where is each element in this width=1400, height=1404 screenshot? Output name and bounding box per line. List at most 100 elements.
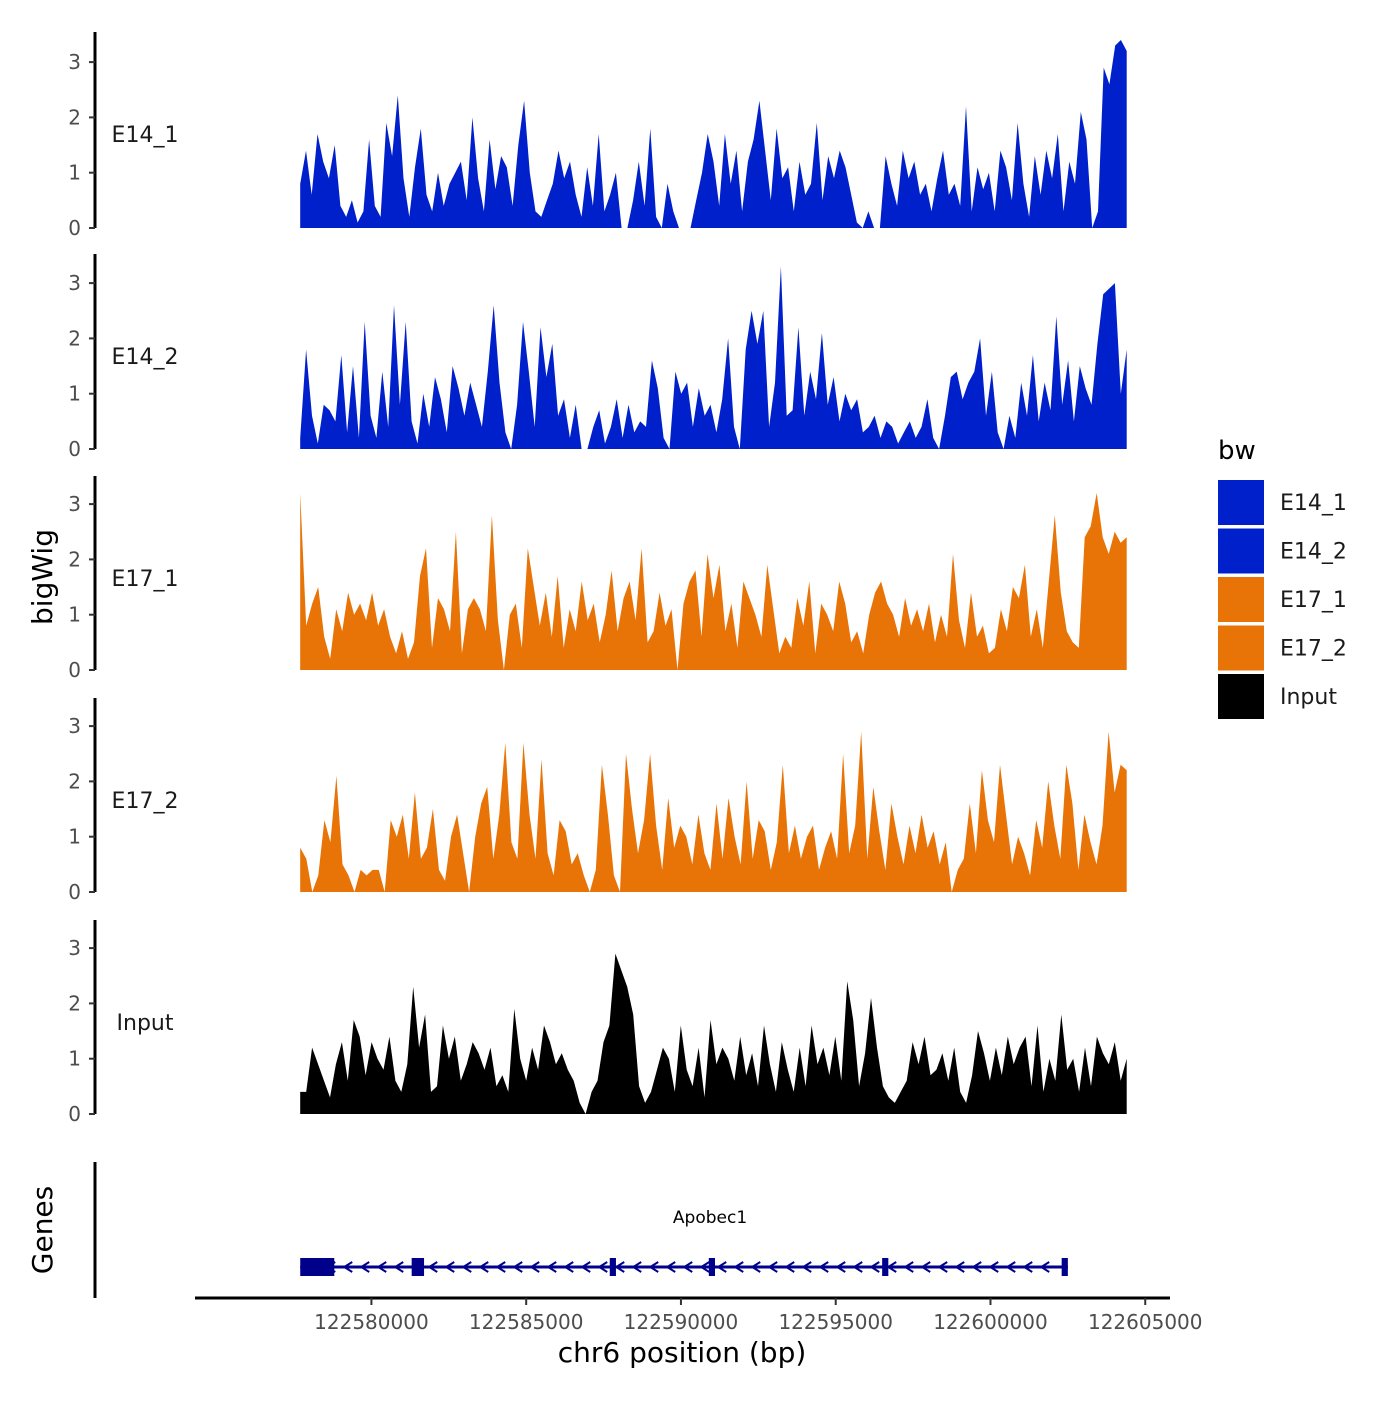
strand-arrow	[818, 1261, 829, 1273]
y-tick-label: 2	[68, 105, 81, 129]
track-E14_2: 0 1 2 3 E14_2	[68, 254, 1127, 461]
gene-exon	[1061, 1258, 1068, 1276]
strand-arrow	[801, 1261, 812, 1273]
strand-arrow	[682, 1261, 693, 1273]
strand-arrow	[376, 1261, 387, 1273]
area-E17_1	[300, 493, 1127, 670]
track-Input: 0 1 2 3 Input	[68, 920, 1127, 1126]
legend-label-E17_1: E17_1	[1280, 588, 1347, 613]
track-E17_2: 0 1 2 3 E17_2	[68, 698, 1127, 904]
y-tick-label: 0	[68, 880, 81, 904]
legend-label-Input: Input	[1280, 685, 1337, 710]
x-axis: 122580000 122585000 122590000 122595000 1226…	[195, 1296, 1203, 1334]
strand-arrow	[750, 1261, 761, 1273]
y-tick-label: 1	[68, 382, 81, 406]
y-tick-label: 0	[68, 658, 81, 682]
y-tick-label: 3	[68, 936, 81, 960]
gene-Apobec1: Apobec1	[300, 1208, 1068, 1276]
strand-arrow	[478, 1261, 489, 1273]
y-tick-label: 0	[68, 1102, 81, 1126]
x-tick-label: 122600000	[933, 1310, 1048, 1334]
strand-arrow	[665, 1261, 676, 1273]
y-tick-label: 1	[68, 1047, 81, 1071]
strand-arrow	[1005, 1261, 1016, 1273]
legend-label-E17_2: E17_2	[1280, 637, 1347, 662]
strand-arrow	[461, 1261, 472, 1273]
legend-key-E17_1	[1218, 577, 1264, 622]
strand-arrow	[563, 1261, 574, 1273]
strand-arrow	[937, 1261, 948, 1273]
legend-key-E14_2	[1218, 528, 1264, 574]
strand-arrow	[631, 1261, 642, 1273]
strand-arrow	[903, 1261, 914, 1273]
strand-arrow	[920, 1261, 931, 1273]
strand-arrow	[869, 1261, 880, 1273]
track-label-E14_1: E14_1	[112, 123, 179, 148]
gene-label: Apobec1	[673, 1208, 747, 1228]
x-tick-label: 122595000	[778, 1310, 893, 1334]
legend-label-E14_1: E14_1	[1280, 491, 1347, 516]
area-E14_1	[300, 40, 1127, 228]
x-tick-label: 122585000	[469, 1310, 584, 1334]
strand-arrow	[512, 1261, 523, 1273]
strand-arrow	[427, 1261, 438, 1273]
track-label-E17_1: E17_1	[112, 567, 179, 592]
strand-arrow	[733, 1261, 744, 1273]
y-tick-label: 3	[68, 492, 81, 516]
x-tick-label: 122580000	[314, 1310, 429, 1334]
bigwig-tracks: 0 1 2 3 E14_1 0 1 2 3 E14_2 0 1 2 3 E17_1 0 1 2 3 E17_2 0 1 2 3…	[68, 32, 1127, 1126]
strand-arrow	[444, 1261, 455, 1273]
strand-arrow	[597, 1261, 608, 1273]
track-label-E14_2: E14_2	[112, 345, 179, 370]
gene-exon	[609, 1258, 616, 1276]
legend-label-E14_2: E14_2	[1280, 540, 1347, 565]
area-E17_2	[300, 731, 1127, 892]
y-tick-label: 1	[68, 161, 81, 185]
strand-arrow	[699, 1261, 710, 1273]
x-axis-title: chr6 position (bp)	[558, 1336, 807, 1369]
y-tick-label: 1	[68, 603, 81, 627]
strand-arrow	[529, 1261, 540, 1273]
strand-arrow	[1039, 1261, 1050, 1273]
legend-key-Input	[1218, 674, 1264, 719]
legend-title: bw	[1218, 436, 1256, 466]
y-tick-label: 3	[68, 50, 81, 74]
strand-arrow	[546, 1261, 557, 1273]
y-tick-label: 2	[68, 991, 81, 1015]
track-E14_1: 0 1 2 3 E14_1	[68, 32, 1127, 240]
legend: bw E14_1 E14_2 E17_1 E17_2 Input	[1218, 436, 1347, 719]
area-E14_2	[300, 266, 1127, 449]
y-tick-label: 0	[68, 437, 81, 461]
strand-arrow	[852, 1261, 863, 1273]
y-tick-label: 2	[68, 769, 81, 793]
y-tick-label: 0	[68, 216, 81, 240]
y-tick-label: 2	[68, 326, 81, 350]
gene-exon	[882, 1258, 889, 1276]
strand-arrow	[971, 1261, 982, 1273]
strand-arrow	[342, 1261, 353, 1273]
y-tick-label: 3	[68, 714, 81, 738]
y-tick-label: 2	[68, 547, 81, 571]
strand-arrow	[1022, 1261, 1033, 1273]
track-label-E17_2: E17_2	[112, 789, 179, 814]
strand-arrow	[784, 1261, 795, 1273]
genes-axis-title: Genes	[26, 1186, 59, 1274]
y-tick-label: 1	[68, 825, 81, 849]
strand-arrow	[495, 1261, 506, 1273]
strand-arrow	[580, 1261, 591, 1273]
legend-key-E14_1	[1218, 480, 1264, 525]
gene-track: Apobec1	[93, 1162, 1068, 1298]
area-Input	[300, 953, 1127, 1114]
strand-arrow	[359, 1261, 370, 1273]
gene-exon	[411, 1258, 425, 1276]
strand-arrow	[614, 1261, 625, 1273]
track-E17_1: 0 1 2 3 E17_1	[68, 476, 1127, 682]
x-tick-label: 122590000	[624, 1310, 739, 1334]
strand-arrow	[954, 1261, 965, 1273]
strand-arrow	[767, 1261, 778, 1273]
strand-arrow	[393, 1261, 404, 1273]
gene-exon	[708, 1258, 715, 1276]
legend-key-E17_2	[1218, 625, 1264, 671]
y-axis-title: bigWig	[26, 529, 59, 625]
